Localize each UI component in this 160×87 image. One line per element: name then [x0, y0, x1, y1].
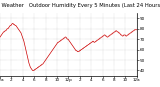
Text: Milwaukee Weather   Outdoor Humidity Every 5 Minutes (Last 24 Hours): Milwaukee Weather Outdoor Humidity Every… — [0, 3, 160, 8]
